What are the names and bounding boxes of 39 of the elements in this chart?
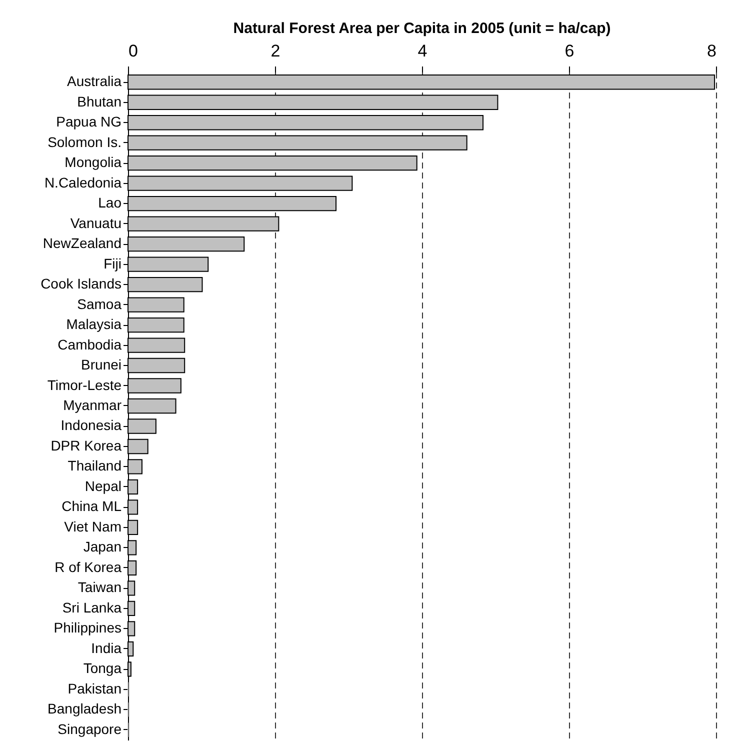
y-tick-label: Solomon Is.: [48, 134, 122, 150]
x-tick-label: 0: [128, 42, 138, 60]
y-tick-label: Timor-Leste: [47, 376, 122, 393]
y-tick-label: Bhutan: [77, 93, 122, 110]
y-tick-label: Fiji: [104, 255, 122, 272]
y-tick-label: Vanuatu: [70, 214, 122, 231]
y-tick-label: Papua NG: [56, 114, 122, 130]
y-tick-label: Australia: [67, 73, 122, 90]
x-tick-label: 8: [707, 42, 716, 60]
x-tick-label: 2: [270, 42, 280, 60]
y-tick-label: Philippines: [54, 620, 122, 636]
x-tick-label: 6: [564, 42, 574, 60]
y-tick-label: R of Korea: [54, 558, 122, 575]
y-tick-label: N.Caledonia: [44, 174, 122, 190]
y-tick-label: Nepal: [84, 478, 122, 494]
y-tick-label: NewZealand: [42, 235, 122, 252]
y-tick-label: Cook Islands: [40, 276, 122, 292]
y-tick-label: China ML: [62, 498, 122, 514]
y-tick-label: Sri Lanka: [62, 599, 122, 616]
y-tick-label: Indonesia: [60, 417, 122, 434]
y-tick-label: Malaysia: [66, 316, 122, 332]
y-tick-label: DPR Korea: [50, 437, 122, 454]
y-tick-label: Samoa: [77, 296, 122, 312]
y-tick-label: Bangladesh: [48, 700, 122, 717]
y-tick-label: Singapore: [58, 720, 122, 737]
y-tick-label: Lao: [98, 194, 122, 211]
x-tick-label: 4: [418, 42, 428, 60]
y-tick-label: Cambodia: [58, 336, 122, 352]
y-tick-label: Brunei: [81, 356, 122, 373]
y-tick-label: Mongolia: [64, 154, 122, 170]
y-tick-label: Myanmar: [63, 397, 122, 413]
y-tick-label: Japan: [83, 538, 122, 555]
y-tick-label: Pakistan: [68, 680, 122, 696]
y-tick-label: Taiwan: [78, 579, 122, 596]
y-tick-label: Tonga: [83, 660, 122, 676]
chart-title: Natural Forest Area per Capita in 2005 (unit = ha/cap): [233, 20, 611, 37]
y-tick-label: Viet Nam: [64, 518, 122, 534]
y-tick-label: India: [91, 640, 122, 656]
y-tick-label: Thailand: [68, 458, 122, 474]
